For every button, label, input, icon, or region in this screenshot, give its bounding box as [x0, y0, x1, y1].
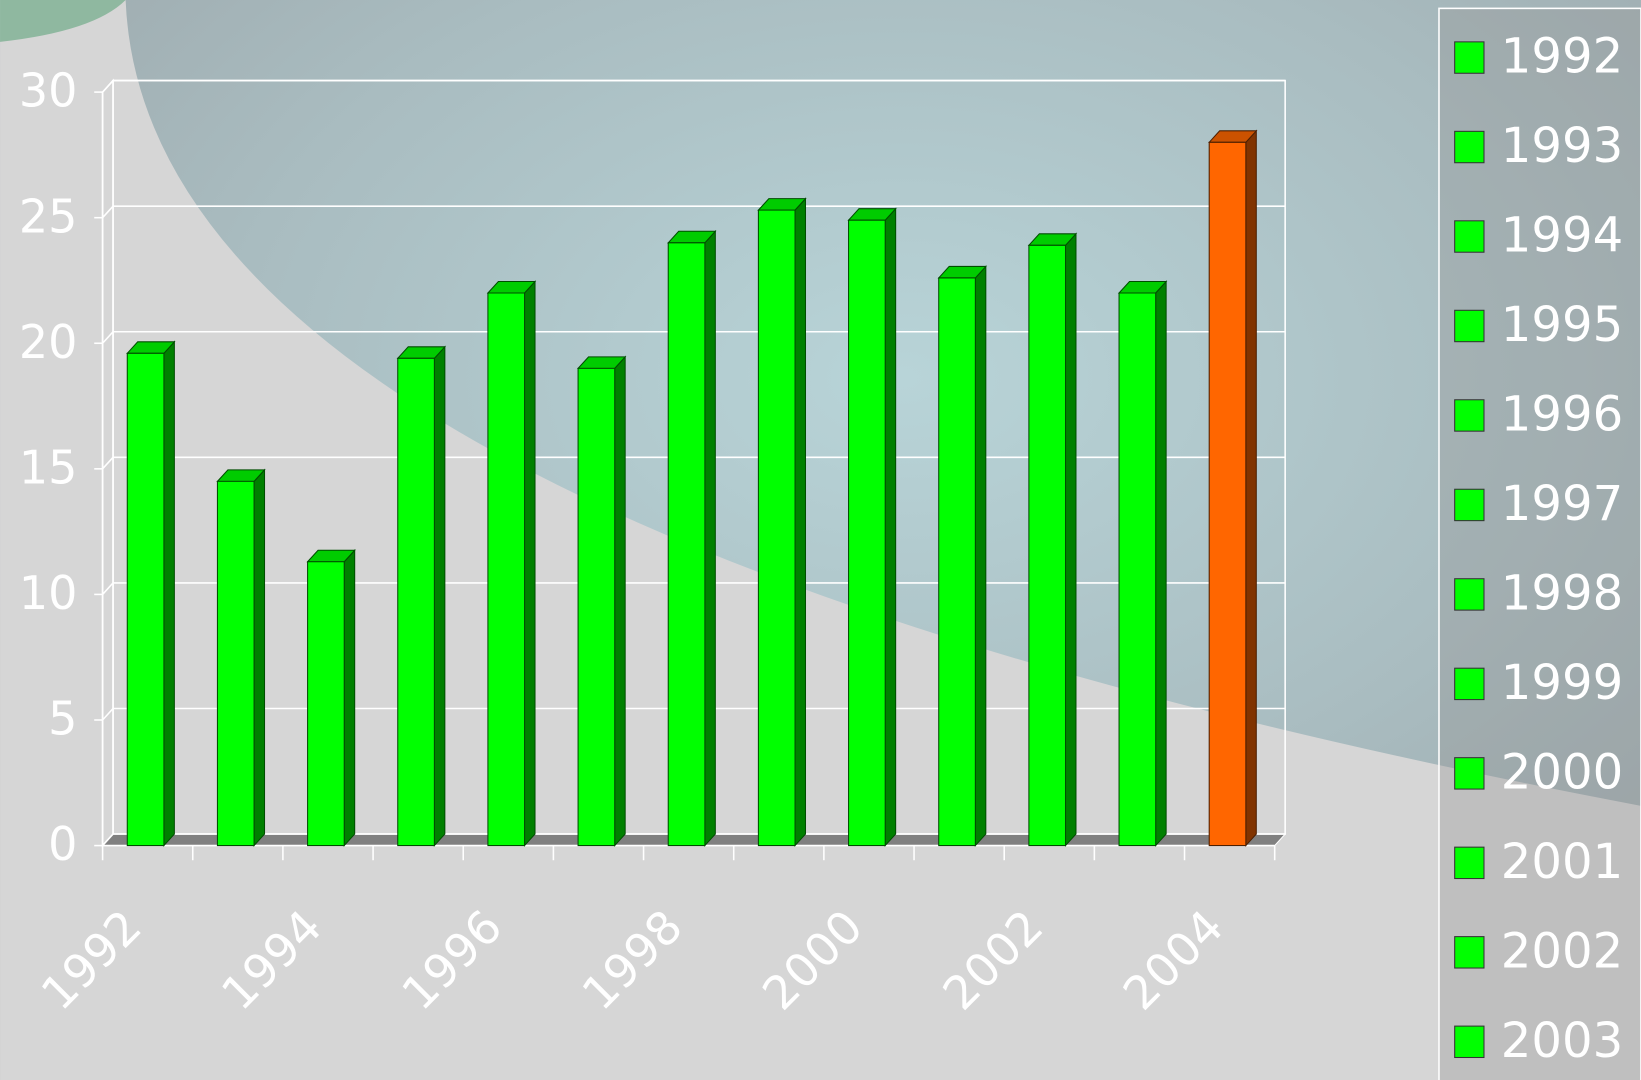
legend-label: 1999 [1501, 655, 1623, 711]
legend-swatch [1454, 220, 1485, 253]
bar-side [1064, 232, 1077, 847]
bar-side [1155, 280, 1167, 847]
legend-label: 1993 [1501, 118, 1623, 174]
legend-label: 2000 [1501, 744, 1623, 800]
bar-front [938, 277, 976, 847]
bar [576, 355, 627, 847]
bar-side [163, 340, 175, 847]
y-tick-label: 15 [19, 440, 78, 494]
legend-swatch [1454, 41, 1485, 74]
grid-line-side [102, 582, 114, 595]
y-tick-label: 25 [19, 189, 78, 243]
bar-front [1208, 141, 1247, 847]
bar-front [577, 367, 616, 847]
bar [486, 280, 537, 847]
legend-label: 2003 [1501, 1013, 1623, 1069]
legend-label: 1997 [1501, 476, 1623, 532]
legend-swatch [1454, 578, 1485, 611]
grid-line-side [102, 456, 114, 470]
legend-swatch [1454, 936, 1485, 969]
bar-side [974, 265, 987, 847]
bar-front [126, 352, 165, 847]
bar [1208, 129, 1258, 847]
y-tick-label: 20 [19, 315, 78, 369]
legend-label: 2001 [1501, 834, 1623, 890]
bar-front [397, 357, 435, 847]
bar-side [253, 468, 266, 847]
bar [1117, 280, 1168, 847]
bar [1027, 232, 1078, 847]
bar-front [1028, 244, 1067, 847]
bar [847, 207, 897, 847]
bar-front [848, 219, 886, 847]
grid-line-side [102, 707, 114, 721]
legend-swatch [1454, 309, 1485, 343]
bar [757, 197, 807, 847]
grid-line-side [102, 205, 114, 219]
legend-swatch [1454, 1025, 1485, 1059]
bar [667, 229, 717, 847]
legend-swatch [1454, 846, 1485, 880]
bar-side [794, 197, 807, 847]
legend-swatch [1454, 488, 1485, 522]
bar-front [1118, 292, 1157, 847]
y-tick-label: 10 [19, 566, 78, 620]
bar [937, 265, 987, 847]
bar-side [524, 280, 536, 847]
bar-front [307, 561, 345, 847]
legend-swatch [1454, 757, 1485, 790]
bar-front [216, 480, 255, 847]
bar [216, 468, 266, 847]
legend-label: 1998 [1501, 566, 1623, 622]
legend-label: 1992 [1501, 29, 1623, 85]
y-tick-label: 0 [48, 817, 77, 871]
bar-front [487, 292, 526, 847]
legend-label: 1994 [1501, 208, 1623, 264]
legend-swatch [1454, 130, 1485, 164]
bar-side [614, 355, 626, 847]
y-tick-label: 30 [19, 64, 78, 118]
grid-line-side [102, 80, 114, 93]
grid-line-side [102, 331, 114, 344]
bar-front [757, 209, 796, 847]
grid-line-side [102, 833, 114, 847]
legend-label: 1995 [1501, 297, 1623, 353]
legend-label: 2002 [1501, 923, 1623, 979]
legend-swatch [1454, 399, 1485, 432]
bar-side [343, 548, 356, 847]
bar [396, 345, 447, 847]
bar [306, 548, 356, 847]
bar-side [704, 229, 716, 847]
bar-front [667, 242, 706, 847]
legend-swatch [1454, 667, 1485, 701]
bar-side [884, 207, 897, 847]
bar [126, 340, 176, 847]
background-corner [0, 0, 126, 42]
y-tick-label: 5 [48, 692, 77, 746]
bar-side [433, 345, 446, 847]
legend-box [1438, 7, 1641, 1080]
legend-label: 1996 [1501, 387, 1623, 443]
bar-side [1245, 129, 1257, 847]
